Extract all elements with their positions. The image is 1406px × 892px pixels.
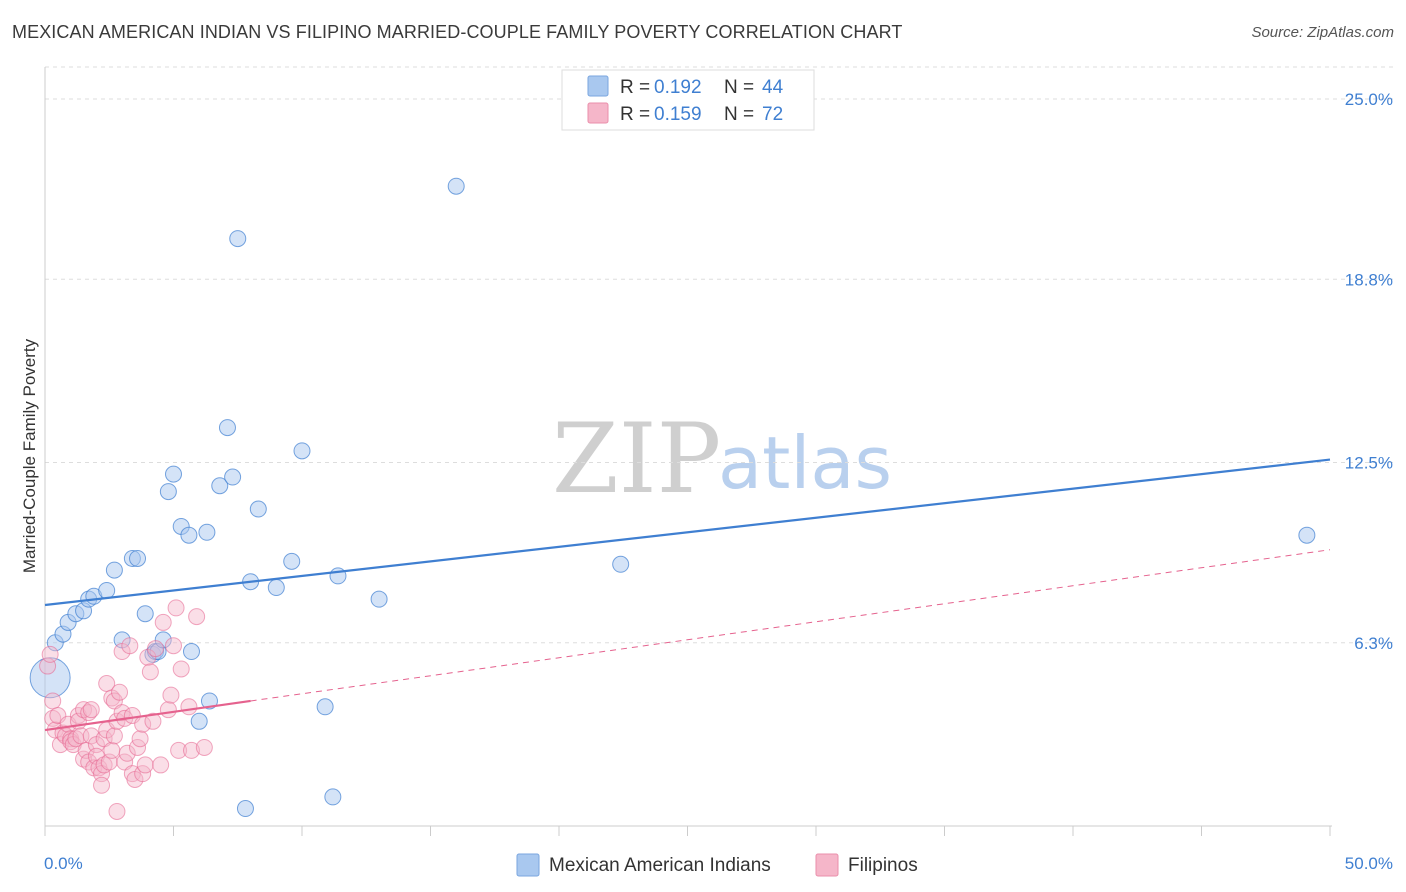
bottom-legend: Mexican American Indians Filipinos — [516, 853, 918, 877]
data-point-mexican-american-indians — [229, 230, 247, 248]
data-point-mexican-american-indians — [316, 698, 334, 716]
data-point-mexican-american-indians — [218, 419, 236, 437]
trend-line-mexican-american-indians — [44, 458, 1331, 607]
data-point-filipinos — [118, 744, 136, 762]
data-point-filipinos — [141, 663, 159, 681]
trend-line-filipinos-projection — [250, 549, 1331, 702]
data-point-mexican-american-indians — [293, 442, 311, 460]
legend-n-value-0: 44 — [762, 77, 784, 98]
data-point-filipinos — [82, 727, 100, 745]
y-tick-labels: 6.3% 12.5% 18.8% 25.0% — [1345, 90, 1393, 653]
chart-title: MEXICAN AMERICAN INDIAN VS FILIPINO MARR… — [12, 22, 903, 42]
data-point-mexican-american-indians — [1298, 526, 1316, 544]
x-tick-label-max: 50.0% — [1345, 854, 1393, 873]
data-point-filipinos — [121, 637, 139, 655]
data-point-filipinos — [165, 637, 182, 655]
data-point-filipinos — [80, 704, 98, 722]
legend-n-label-1: N = — [724, 104, 754, 125]
data-point-mexican-american-indians — [211, 477, 229, 495]
data-point-filipinos — [182, 741, 200, 759]
data-point-mexican-american-indians — [447, 177, 465, 195]
y-tick-label: 6.3% — [1354, 634, 1393, 653]
data-point-filipinos — [159, 701, 177, 719]
watermark-zip: ZIP — [552, 403, 721, 515]
y-axis-title: Married-Couple Family Poverty — [20, 338, 39, 573]
data-point-filipinos — [170, 741, 188, 759]
legend-r-value-1: 0.159 — [654, 104, 702, 125]
data-point-filipinos — [144, 712, 162, 730]
bottom-legend-label-pink: Filipinos — [848, 855, 918, 876]
data-point-mexican-american-indians — [136, 605, 154, 623]
trend-layer — [44, 458, 1331, 732]
data-point-filipinos — [147, 640, 165, 658]
data-point-mexican-american-indians — [190, 712, 208, 730]
x-tick-label-min: 0.0% — [44, 854, 83, 873]
legend-n-value-1: 72 — [762, 104, 783, 125]
y-tick-label: 18.8% — [1345, 270, 1393, 289]
watermark-atlas: atlas — [718, 421, 892, 505]
data-point-filipinos — [195, 738, 213, 756]
data-point-mexican-american-indians — [324, 788, 342, 806]
data-point-mexican-american-indians — [159, 483, 177, 501]
data-point-filipinos — [111, 683, 129, 701]
data-point-filipinos — [44, 692, 62, 710]
data-point-filipinos — [154, 613, 172, 631]
data-point-mexican-american-indians — [165, 465, 182, 483]
series-filipinos — [39, 599, 213, 820]
data-point-mexican-american-indians — [612, 555, 630, 573]
legend-swatch-blue — [587, 75, 609, 97]
data-point-mexican-american-indians — [370, 590, 388, 608]
legend-r-label-0: R = — [620, 77, 650, 98]
data-point-mexican-american-indians — [249, 500, 267, 518]
data-point-mexican-american-indians — [224, 468, 242, 486]
bottom-legend-swatch-pink — [815, 853, 839, 877]
data-point-filipinos — [41, 645, 59, 663]
y-tick-label: 12.5% — [1345, 453, 1393, 472]
bottom-legend-swatch-blue — [516, 853, 540, 877]
data-point-filipinos — [167, 599, 185, 617]
bottom-legend-label-blue: Mexican American Indians — [549, 855, 771, 876]
data-point-mexican-american-indians — [283, 552, 301, 570]
data-point-filipinos — [93, 776, 111, 794]
data-point-filipinos — [95, 756, 113, 774]
data-point-filipinos — [103, 741, 121, 759]
data-point-mexican-american-indians — [129, 549, 147, 567]
grid-layer — [45, 66, 1393, 644]
data-point-filipinos — [131, 730, 149, 748]
trend-line-filipinos — [44, 699, 251, 732]
data-point-filipinos — [180, 698, 198, 716]
data-point-mexican-american-indians — [105, 561, 123, 579]
data-point-mexican-american-indians — [200, 692, 218, 710]
data-point-filipinos — [105, 727, 123, 745]
data-point-mexican-american-indians — [267, 579, 285, 597]
data-point-mexican-american-indians — [182, 643, 200, 661]
data-point-filipinos — [108, 802, 126, 820]
data-point-mexican-american-indians — [180, 526, 198, 544]
source-label: Source: ZipAtlas.com — [1251, 24, 1394, 41]
legend-r-value-0: 0.192 — [654, 77, 702, 98]
legend-n-label-0: N = — [724, 77, 754, 98]
data-point-filipinos — [162, 686, 180, 704]
legend-swatch-pink — [587, 102, 609, 124]
data-point-filipinos — [188, 608, 206, 626]
data-point-filipinos — [82, 701, 100, 719]
data-point-filipinos — [62, 733, 80, 751]
legend-r-label-1: R = — [620, 104, 650, 125]
data-point-filipinos — [152, 756, 170, 774]
data-point-mexican-american-indians — [198, 523, 216, 541]
y-tick-label: 25.0% — [1345, 90, 1393, 109]
x-tick-layer — [44, 826, 1331, 836]
data-point-filipinos — [172, 660, 190, 678]
legend-box: R = 0.192 N = 44 R = 0.159 N = 72 — [561, 69, 815, 131]
data-point-mexican-american-indians — [236, 800, 254, 818]
data-point-filipinos — [136, 756, 154, 774]
data-point-mexican-american-indians — [98, 581, 116, 599]
